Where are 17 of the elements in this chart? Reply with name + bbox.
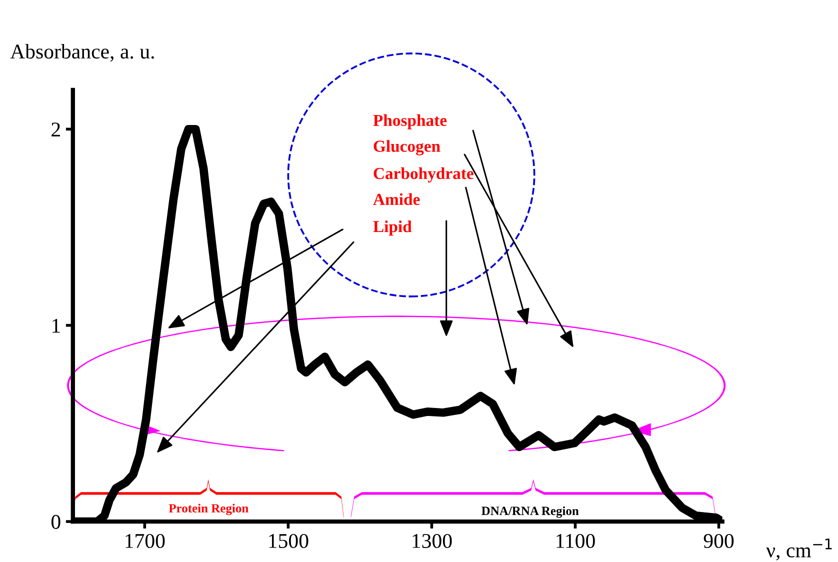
annotation: DNA/RNA Region (482, 506, 579, 518)
y-tick-label: 1 (52, 318, 60, 333)
annotation: Phosphate (373, 114, 447, 130)
y-axis-title: Absorbance, a. u. (10, 44, 154, 62)
annotation: Protein Region (168, 504, 248, 516)
x-tick-label: 1100 (556, 534, 595, 548)
y-tick-label: 0 (51, 514, 60, 529)
x-tick-label: 1500 (269, 534, 308, 548)
x-tick-label: 1700 (126, 534, 165, 548)
x-axis-title: ν, cm$^{−1}$ (766, 538, 832, 560)
annotation: Glucogen (374, 140, 440, 156)
annotation: Lipid (373, 220, 412, 236)
x-tick-label: 1300 (412, 534, 452, 548)
annotation: Amide (373, 193, 420, 206)
y-tick-label: 2 (52, 122, 60, 136)
x-tick-label: 900 (704, 534, 734, 548)
annotation: Carbohydrate (374, 167, 474, 183)
